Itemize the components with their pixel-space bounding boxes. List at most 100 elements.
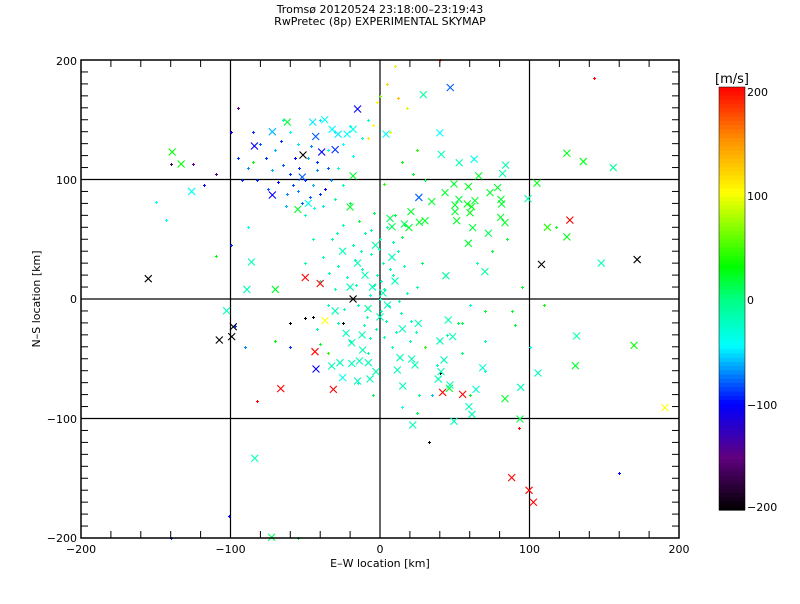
data-point-dot — [289, 131, 292, 134]
data-point-dot — [237, 107, 240, 110]
data-point-cross — [353, 259, 362, 268]
data-point-dot — [282, 119, 285, 122]
data-point-dot — [310, 145, 313, 148]
data-point-cross — [398, 382, 407, 390]
colorbar-segment — [719, 146, 745, 152]
data-point-dot — [386, 83, 389, 86]
data-point-cross — [364, 358, 373, 367]
data-point-dot — [392, 274, 395, 277]
data-point-dot — [593, 77, 596, 80]
data-point-dot — [192, 163, 195, 166]
data-point-dot — [155, 201, 158, 204]
data-point-dot — [244, 346, 247, 349]
data-point-dot — [285, 205, 288, 208]
data-point-dot — [352, 244, 355, 247]
data-point-cross — [298, 173, 307, 181]
data-point-cross — [498, 169, 507, 178]
data-point-dot — [394, 65, 397, 68]
data-point-cross — [331, 307, 340, 315]
data-point-cross — [398, 324, 407, 333]
colorbar-segment — [719, 99, 745, 105]
data-point-cross — [316, 279, 325, 288]
chart-title: Tromsø 20120524 23:18:00–23:19:43 — [276, 3, 484, 16]
data-point-dot — [319, 343, 322, 346]
colorbar-segment — [719, 213, 745, 219]
data-point-dot — [367, 137, 370, 140]
data-point-dot — [337, 265, 340, 268]
colorbar-segment — [719, 366, 745, 372]
colorbar-segment — [719, 171, 745, 177]
x-tick-label: 200 — [669, 543, 690, 556]
data-point-dot — [367, 119, 370, 122]
data-point-cross — [463, 200, 472, 208]
x-tick-label: 0 — [377, 543, 384, 556]
data-point-cross — [478, 363, 487, 372]
data-point-dot — [301, 202, 304, 205]
colorbar-segment — [719, 349, 745, 355]
data-point-dot — [428, 441, 431, 444]
data-point-dot — [230, 244, 233, 247]
data-point-cross — [271, 285, 280, 294]
data-point-cross — [484, 229, 493, 238]
data-point-dot — [241, 179, 244, 182]
data-point-cross — [144, 274, 153, 283]
data-point-cross — [407, 207, 415, 216]
data-point-cross — [364, 304, 372, 313]
colorbar-segment — [719, 243, 745, 249]
data-point-dot — [506, 238, 509, 241]
data-point-dot — [380, 310, 383, 313]
data-point-cross — [383, 301, 392, 309]
data-point-cross — [516, 383, 525, 392]
data-point-cross — [529, 498, 538, 507]
data-point-cross — [353, 105, 362, 113]
data-point-dot — [298, 167, 301, 170]
data-points — [144, 59, 669, 542]
data-point-dot — [415, 331, 418, 334]
data-point-cross — [419, 90, 428, 99]
data-point-cross — [438, 388, 447, 397]
data-point-dot — [382, 262, 385, 265]
data-point-dot — [289, 322, 292, 325]
data-point-cross — [534, 369, 542, 377]
data-point-cross — [501, 161, 510, 170]
colorbar-segment — [719, 302, 745, 308]
data-point-dot — [304, 214, 307, 217]
data-point-dot — [461, 322, 464, 325]
data-point-cross — [437, 150, 446, 159]
data-point-cross — [450, 417, 458, 426]
data-point-cross — [386, 214, 394, 223]
data-point-cross — [276, 384, 285, 393]
colorbar-segment — [719, 340, 745, 346]
data-point-cross — [215, 336, 224, 344]
colorbar-segment — [719, 332, 745, 338]
data-point-cross — [301, 273, 310, 282]
colorbar-segment — [719, 416, 745, 422]
colorbar-segment — [719, 264, 745, 270]
data-point-dot — [543, 304, 546, 307]
data-point-cross — [525, 486, 533, 495]
data-point-cross — [342, 329, 350, 338]
data-point-cross — [388, 222, 396, 231]
colorbar-segment — [719, 285, 745, 291]
data-point-cross — [336, 358, 344, 367]
data-point-dot — [476, 262, 479, 265]
colorbar-segment — [719, 180, 745, 185]
data-point-cross — [349, 172, 357, 180]
data-point-dot — [491, 250, 494, 253]
data-point-dot — [297, 190, 300, 193]
data-point-cross — [565, 216, 574, 225]
data-point-dot — [337, 167, 340, 170]
data-point-cross — [464, 239, 473, 248]
data-point-dot — [324, 188, 327, 191]
data-point-dot — [331, 238, 334, 241]
data-point-dot — [327, 167, 330, 170]
data-point-dot — [203, 184, 206, 187]
colorbar-segment — [719, 383, 745, 388]
data-point-cross — [486, 188, 494, 197]
data-point-dot — [360, 250, 363, 253]
colorbar-segment — [719, 188, 745, 194]
data-point-dot — [256, 400, 259, 403]
data-point-dot — [416, 412, 419, 415]
data-point-dot — [401, 161, 404, 164]
data-point-cross — [411, 361, 419, 369]
